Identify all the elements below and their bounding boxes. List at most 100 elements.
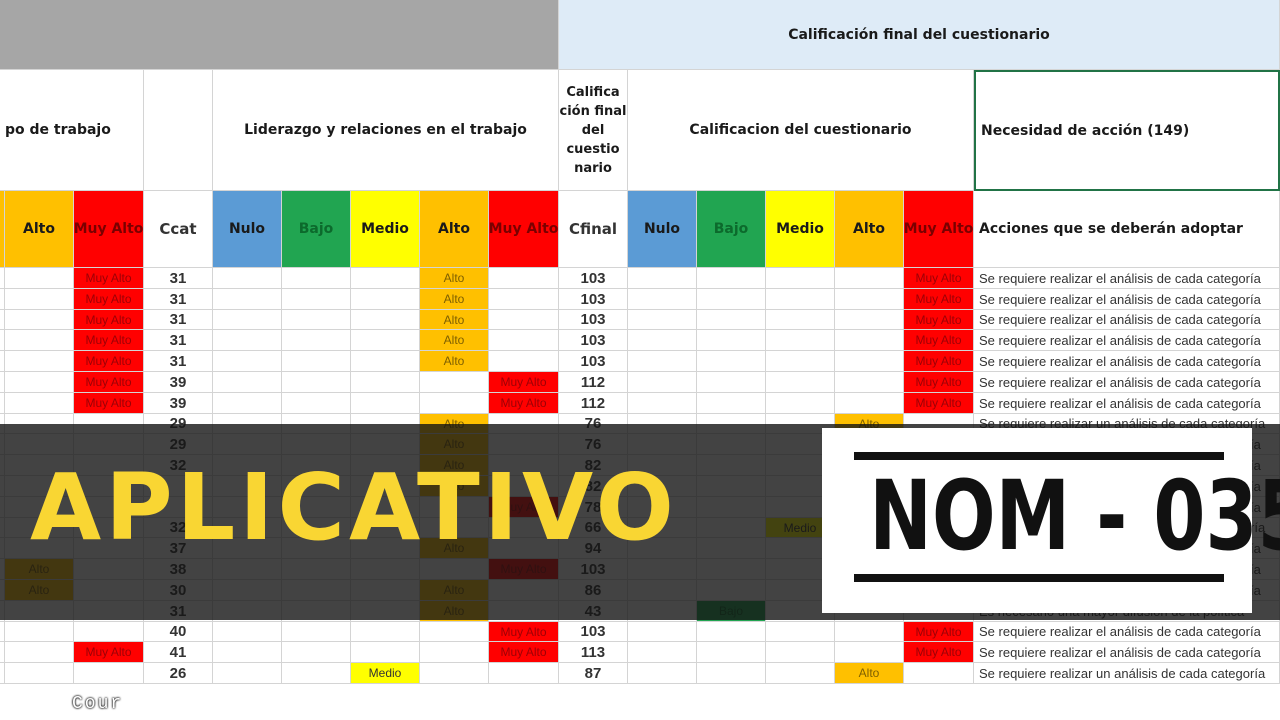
data-cell[interactable] <box>5 393 74 414</box>
data-cell[interactable] <box>213 622 282 642</box>
data-cell[interactable] <box>0 351 5 372</box>
lead-level-badge[interactable]: Alto <box>420 268 489 289</box>
data-cell[interactable] <box>213 268 282 289</box>
data-cell[interactable] <box>5 663 74 684</box>
data-cell[interactable] <box>835 289 904 310</box>
data-cell[interactable] <box>766 330 835 351</box>
final-level-badge[interactable]: Muy Alto <box>904 289 974 310</box>
data-cell[interactable] <box>351 393 420 414</box>
team-level-badge[interactable]: Muy Alto <box>74 268 144 289</box>
data-cell[interactable] <box>5 351 74 372</box>
data-cell[interactable] <box>351 642 420 663</box>
data-cell[interactable] <box>5 268 74 289</box>
data-cell[interactable] <box>835 372 904 393</box>
data-cell[interactable] <box>835 351 904 372</box>
data-cell[interactable] <box>351 622 420 642</box>
team-level-badge[interactable]: Muy Alto <box>74 310 144 330</box>
final-level-badge[interactable]: Muy Alto <box>904 310 974 330</box>
level-header-nulo[interactable]: Nulo <box>628 191 697 268</box>
lead-level-badge[interactable]: Muy Alto <box>489 372 559 393</box>
data-cell[interactable] <box>420 372 489 393</box>
data-cell[interactable] <box>5 330 74 351</box>
action-text[interactable]: Se requiere realizar el análisis de cada… <box>974 372 1280 393</box>
data-cell[interactable] <box>282 642 351 663</box>
level-header-muy-alto[interactable]: Muy Alto <box>904 191 974 268</box>
ccat-value[interactable]: 31 <box>144 310 213 330</box>
data-cell[interactable] <box>766 289 835 310</box>
data-cell[interactable] <box>766 393 835 414</box>
lead-level-badge[interactable]: Medio <box>351 663 420 684</box>
ccat-header[interactable]: Ccat <box>144 191 213 268</box>
action-text[interactable]: Se requiere realizar el análisis de cada… <box>974 330 1280 351</box>
lead-level-badge[interactable]: Alto <box>420 330 489 351</box>
cfinal-value[interactable]: 103 <box>559 268 628 289</box>
data-cell[interactable] <box>628 310 697 330</box>
ccat-value[interactable]: 39 <box>144 393 213 414</box>
data-cell[interactable] <box>282 393 351 414</box>
lead-level-badge[interactable]: Alto <box>420 310 489 330</box>
data-cell[interactable] <box>628 642 697 663</box>
action-text[interactable]: Se requiere realizar el análisis de cada… <box>974 622 1280 642</box>
final-level-badge[interactable]: Alto <box>835 663 904 684</box>
data-cell[interactable] <box>351 330 420 351</box>
final-level-badge[interactable]: Muy Alto <box>904 351 974 372</box>
data-cell[interactable] <box>628 622 697 642</box>
data-cell[interactable] <box>697 268 766 289</box>
data-cell[interactable] <box>628 372 697 393</box>
ccat-value[interactable]: 31 <box>144 268 213 289</box>
cfinal-value[interactable]: 113 <box>559 642 628 663</box>
data-cell[interactable] <box>74 663 144 684</box>
data-cell[interactable] <box>766 622 835 642</box>
data-cell[interactable] <box>282 268 351 289</box>
data-cell[interactable] <box>697 289 766 310</box>
data-cell[interactable] <box>213 289 282 310</box>
team-level-badge[interactable]: Muy Alto <box>74 351 144 372</box>
level-header-muy-alto[interactable]: Muy Alto <box>74 191 144 268</box>
ccat-value[interactable]: 39 <box>144 372 213 393</box>
action-text[interactable]: Se requiere realizar el análisis de cada… <box>974 642 1280 663</box>
data-cell[interactable] <box>835 330 904 351</box>
action-text[interactable]: Se requiere realizar el análisis de cada… <box>974 268 1280 289</box>
data-cell[interactable] <box>0 622 5 642</box>
data-cell[interactable] <box>282 351 351 372</box>
data-cell[interactable] <box>351 310 420 330</box>
data-cell[interactable] <box>282 372 351 393</box>
lead-level-badge[interactable]: Alto <box>420 351 489 372</box>
actions-header[interactable]: Acciones que se deberán adoptar <box>974 191 1280 268</box>
data-cell[interactable] <box>489 351 559 372</box>
data-cell[interactable] <box>213 642 282 663</box>
data-cell[interactable] <box>489 330 559 351</box>
header-gray-block[interactable] <box>0 0 559 70</box>
data-cell[interactable] <box>835 393 904 414</box>
level-header-cut[interactable] <box>0 191 5 268</box>
data-cell[interactable] <box>904 663 974 684</box>
cfinal-header[interactable]: Cfinal <box>559 191 628 268</box>
questionnaire-grade-header[interactable]: Calificacion del cuestionario <box>628 70 974 191</box>
data-cell[interactable] <box>282 330 351 351</box>
data-cell[interactable] <box>766 268 835 289</box>
data-cell[interactable] <box>213 351 282 372</box>
data-cell[interactable] <box>213 663 282 684</box>
level-header-alto[interactable]: Alto <box>5 191 74 268</box>
lead-level-badge[interactable]: Muy Alto <box>489 642 559 663</box>
level-header-medio[interactable]: Medio <box>766 191 835 268</box>
data-cell[interactable] <box>282 289 351 310</box>
ccat-value[interactable]: 31 <box>144 289 213 310</box>
data-cell[interactable] <box>766 372 835 393</box>
action-text[interactable]: Se requiere realizar el análisis de cada… <box>974 310 1280 330</box>
lead-level-badge[interactable]: Muy Alto <box>489 622 559 642</box>
action-text[interactable]: Se requiere realizar el análisis de cada… <box>974 289 1280 310</box>
ccat-header-blank[interactable] <box>144 70 213 191</box>
data-cell[interactable] <box>351 289 420 310</box>
ccat-value[interactable]: 31 <box>144 330 213 351</box>
data-cell[interactable] <box>628 351 697 372</box>
ccat-value[interactable]: 40 <box>144 622 213 642</box>
ccat-value[interactable]: 41 <box>144 642 213 663</box>
data-cell[interactable] <box>697 372 766 393</box>
final-level-badge[interactable]: Muy Alto <box>904 268 974 289</box>
final-level-badge[interactable]: Muy Alto <box>904 372 974 393</box>
cfinal-value[interactable]: 103 <box>559 330 628 351</box>
data-cell[interactable] <box>213 310 282 330</box>
data-cell[interactable] <box>0 310 5 330</box>
action-need-header[interactable]: Necesidad de acción (149) <box>974 70 1280 191</box>
